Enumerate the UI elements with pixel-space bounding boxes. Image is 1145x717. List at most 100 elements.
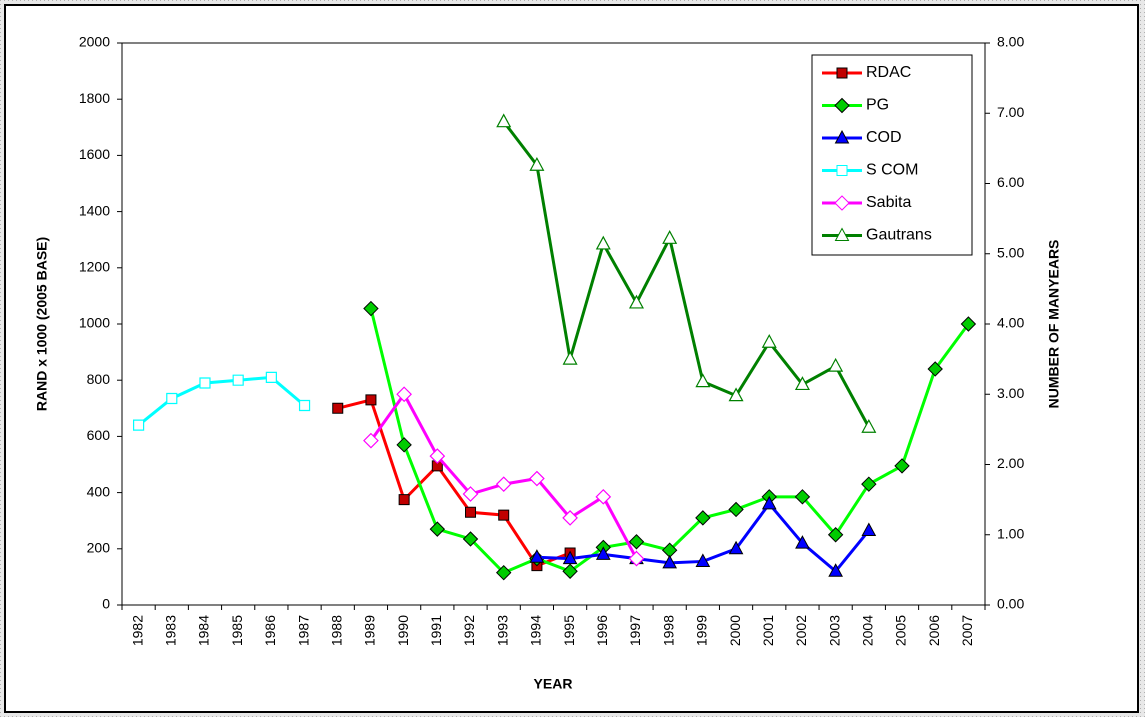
x-tick-label: 1993 [494, 615, 510, 646]
legend-marker [834, 195, 850, 211]
y-tick-label: 1800 [79, 90, 110, 106]
y2-tick-label: 3.00 [997, 385, 1024, 401]
point-marker [398, 494, 410, 506]
point-marker [794, 376, 810, 391]
point-marker [363, 432, 379, 449]
legend-label: RDAC [866, 64, 911, 81]
point-marker [662, 230, 678, 244]
point-marker [465, 506, 477, 518]
point-marker [429, 448, 446, 464]
x-tick-label: 1994 [528, 615, 544, 646]
y2-tick-label: 0.00 [997, 596, 1024, 612]
point-marker [298, 399, 311, 412]
legend-marker [836, 165, 848, 176]
point-marker [628, 534, 645, 550]
point-marker [595, 546, 611, 560]
point-marker [861, 522, 877, 537]
point-marker [496, 564, 512, 581]
x-tick-label: 1989 [362, 615, 378, 646]
point-marker [695, 373, 711, 388]
point-marker [628, 294, 644, 309]
x-tick-label: 2006 [926, 615, 942, 646]
x-tick-label: 2001 [760, 615, 776, 646]
point-marker [365, 394, 377, 406]
y2-tick-label: 1.00 [997, 525, 1024, 541]
x-tick-label: 1985 [229, 615, 245, 646]
point-marker [861, 476, 877, 492]
y2-axis-title: NUMBER OF MANYEARS [1046, 240, 1062, 409]
x-tick-label: 1999 [694, 615, 710, 646]
point-marker [728, 540, 744, 555]
point-marker [562, 550, 578, 565]
point-marker [529, 549, 545, 563]
point-marker [595, 235, 611, 250]
point-marker [396, 437, 412, 453]
y-tick-label: 1600 [79, 146, 110, 162]
y-tick-label: 1200 [79, 259, 110, 275]
point-marker [232, 374, 244, 386]
x-axis-title: YEAR [534, 676, 573, 692]
point-marker [828, 563, 843, 577]
x-tick-label: 1988 [328, 615, 344, 646]
x-tick-label: 1997 [627, 615, 643, 646]
y2-tick-label: 7.00 [997, 104, 1024, 120]
point-marker [662, 554, 678, 569]
point-marker [429, 521, 446, 537]
x-tick-label: 2000 [727, 615, 743, 646]
y-tick-label: 800 [87, 371, 111, 387]
x-tick-label: 2007 [959, 615, 975, 646]
legend-label: S COM [866, 162, 918, 179]
y-tick-label: 2000 [79, 34, 110, 50]
point-marker [529, 156, 545, 171]
x-tick-label: 1983 [162, 615, 178, 646]
point-marker [728, 387, 744, 402]
point-marker [462, 486, 479, 502]
x-tick-label: 1984 [196, 615, 212, 646]
point-marker [166, 392, 178, 405]
x-tick-label: 2002 [793, 615, 809, 646]
point-marker [562, 563, 578, 579]
point-marker [363, 300, 379, 317]
point-marker [562, 350, 578, 365]
x-tick-label: 1982 [129, 615, 145, 646]
point-marker [199, 377, 211, 389]
point-marker [562, 510, 578, 526]
point-marker [265, 371, 277, 383]
x-tick-label: 1991 [428, 615, 444, 646]
point-marker [927, 361, 943, 377]
point-marker [894, 458, 910, 474]
y-tick-label: 200 [87, 540, 111, 556]
y2-tick-label: 6.00 [997, 174, 1024, 190]
y2-tick-label: 8.00 [997, 34, 1024, 50]
legend-label: PG [866, 97, 889, 114]
point-marker [761, 334, 777, 348]
legend-marker [834, 129, 850, 144]
y-tick-label: 1000 [79, 315, 110, 331]
point-marker [529, 470, 545, 487]
x-tick-label: 1995 [561, 615, 577, 646]
x-tick-label: 1986 [262, 615, 278, 646]
point-marker [695, 553, 711, 567]
point-marker [496, 113, 512, 128]
series-line [502, 120, 871, 428]
point-marker [628, 550, 645, 567]
legend-box [811, 54, 973, 256]
point-marker [396, 386, 412, 403]
legend-marker [836, 67, 848, 79]
point-marker [960, 316, 977, 332]
y2-tick-label: 4.00 [997, 315, 1024, 331]
point-marker [695, 510, 711, 526]
legend-label: Gautrans [866, 227, 932, 244]
point-marker [794, 489, 811, 505]
point-marker [728, 501, 744, 518]
point-marker [332, 402, 344, 414]
y-axis-title: RAND x 1000 (2005 BASE) [34, 237, 50, 411]
legend-marker [834, 227, 850, 241]
x-tick-label: 1998 [660, 615, 676, 646]
x-tick-label: 1992 [461, 615, 477, 646]
y-tick-label: 0 [102, 596, 110, 612]
point-marker [827, 527, 844, 543]
point-marker [595, 488, 612, 505]
legend-label: COD [866, 129, 902, 146]
